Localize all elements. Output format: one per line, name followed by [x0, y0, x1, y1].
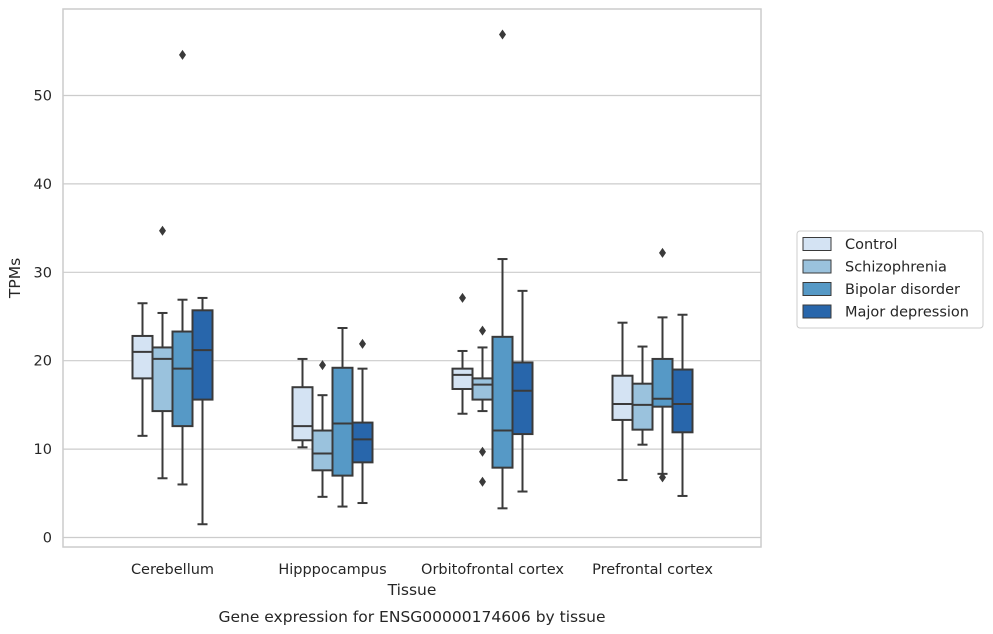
- legend-swatch: [802, 304, 832, 319]
- box-schizophrenia-0: [151, 225, 174, 480]
- box-body: [291, 386, 314, 442]
- outlier-point: [179, 49, 186, 60]
- legend-label: Bipolar disorder: [845, 282, 960, 298]
- legend-label: Schizophrenia: [845, 260, 947, 276]
- boxes: [131, 29, 694, 526]
- box-body: [491, 335, 514, 469]
- outlier-point: [479, 325, 486, 336]
- outlier-point: [659, 472, 666, 483]
- y-tick-label: 10: [34, 442, 52, 458]
- box-bipolar-disorder-2: [491, 29, 514, 510]
- x-tick-label: Cerebellum: [131, 562, 214, 578]
- legend-label: Major depression: [845, 305, 969, 321]
- box-body: [471, 377, 494, 401]
- box-body: [131, 334, 154, 380]
- x-tick-label: Orbitofrontal cortex: [421, 562, 564, 578]
- outlier-point: [319, 360, 326, 371]
- legend-swatch: [802, 237, 832, 251]
- box-schizophrenia-1: [311, 360, 334, 498]
- outlier-point: [659, 247, 666, 258]
- box-major-depression-2: [511, 289, 534, 493]
- box-major-depression-3: [671, 313, 694, 497]
- box-bipolar-disorder-3: [651, 247, 674, 483]
- box-body: [351, 421, 374, 464]
- box-control-0: [131, 302, 154, 437]
- outlier-point: [479, 476, 486, 487]
- box-bipolar-disorder-0: [171, 49, 194, 486]
- box-body: [171, 330, 194, 428]
- y-tick-label: 50: [34, 89, 52, 105]
- y-tick-label: 40: [34, 177, 52, 193]
- box-body: [191, 309, 214, 401]
- box-schizophrenia-3: [631, 345, 654, 446]
- legend-swatch: [802, 282, 832, 296]
- outlier-point: [479, 446, 486, 457]
- x-ticks: Cerebellum Hipppocampus Orbitofrontal cort…: [131, 562, 713, 578]
- figure-caption: Gene expression for ENSG00000174606 by t…: [218, 608, 605, 626]
- y-ticks: 0 10 20 30 40 50: [34, 89, 52, 547]
- legend: Control Schizophrenia Bipolar disorder Majo…: [796, 230, 984, 329]
- box-body: [611, 374, 634, 421]
- outlier-point: [359, 338, 366, 349]
- box-body: [331, 366, 354, 477]
- box-body: [631, 382, 654, 431]
- y-tick-label: 30: [34, 265, 52, 281]
- box-body: [671, 368, 694, 434]
- box-control-2: [451, 292, 474, 415]
- x-tick-label: Hipppocampus: [278, 562, 386, 578]
- plot-frame: [62, 8, 762, 548]
- outlier-point: [499, 29, 506, 40]
- x-axis-title: Tissue: [387, 581, 437, 599]
- outlier-point: [459, 292, 466, 303]
- box-body: [151, 346, 174, 413]
- gridlines: [63, 94, 761, 539]
- box-body: [451, 367, 474, 390]
- box-control-1: [291, 357, 314, 449]
- y-tick-label: 20: [34, 354, 52, 370]
- box-control-3: [611, 321, 634, 482]
- y-axis-title: TPMs: [6, 258, 24, 299]
- box-bipolar-disorder-1: [331, 326, 354, 508]
- box-body: [311, 429, 334, 472]
- legend-frame: [796, 230, 984, 329]
- x-tick-label: Prefrontal cortex: [592, 562, 713, 578]
- outlier-point: [159, 225, 166, 236]
- box-major-depression-1: [351, 338, 374, 505]
- box-schizophrenia-2: [471, 325, 494, 487]
- y-tick-label: 0: [43, 531, 52, 547]
- legend-label: Control: [845, 237, 897, 253]
- box-body: [511, 361, 534, 436]
- legend-swatch: [802, 259, 832, 274]
- box-major-depression-0: [191, 296, 214, 526]
